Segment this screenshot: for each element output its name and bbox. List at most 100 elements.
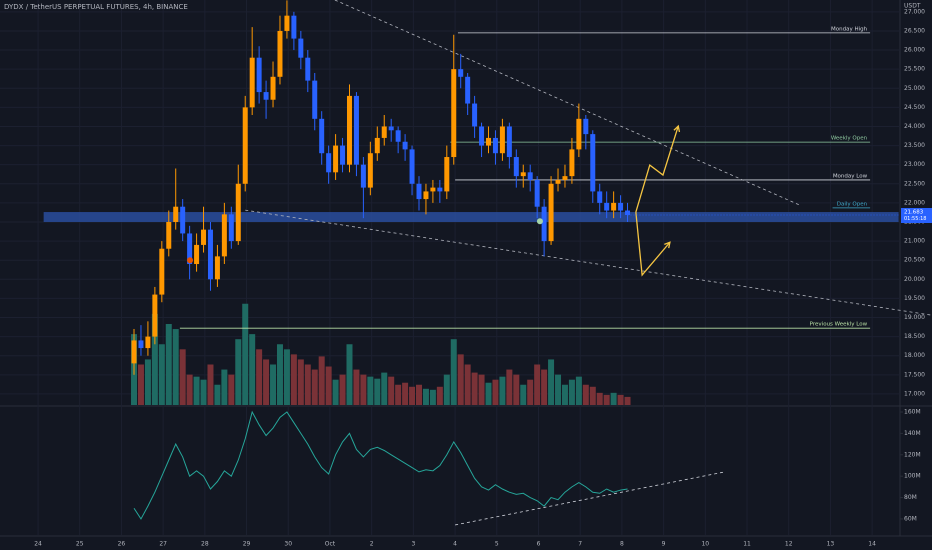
candle-body	[326, 153, 332, 173]
candle-body	[131, 340, 137, 364]
x-tick-label: 11	[743, 541, 751, 548]
candle-body	[409, 149, 415, 184]
volume-bar	[555, 374, 562, 405]
candle-body	[235, 183, 241, 242]
y-tick-label: 22.000	[904, 199, 925, 206]
x-tick-label: 26	[118, 541, 126, 548]
candle-body	[423, 191, 429, 200]
volume-bar	[617, 394, 624, 405]
trendline	[245, 209, 932, 316]
candle-body	[541, 206, 547, 242]
volume-bar	[249, 334, 256, 405]
volume-bar	[374, 378, 381, 405]
candle-body	[152, 294, 158, 337]
candle-body	[520, 172, 526, 177]
volume-bar	[568, 379, 575, 405]
candle-body	[159, 248, 165, 295]
volume-bar	[520, 384, 527, 405]
volume-bar	[492, 379, 499, 405]
volume-bar	[158, 344, 165, 405]
y-tick-label: 20.500	[904, 257, 925, 264]
volume-bar	[325, 366, 332, 405]
volume-bar	[297, 359, 304, 405]
y-tick-label: 17.000	[904, 390, 925, 397]
volume-bar	[256, 349, 263, 405]
candle-body	[486, 137, 492, 146]
candle-body	[604, 202, 610, 211]
x-tick-label: 27	[159, 541, 167, 548]
candle-body	[263, 92, 269, 100]
volume-bar	[151, 313, 158, 405]
y-tick-label: 18.500	[904, 333, 925, 340]
indicator-tick-label: 160M	[904, 408, 921, 415]
x-tick-label: 3	[411, 541, 415, 548]
volume-bar	[304, 364, 311, 405]
candle-body	[319, 118, 325, 154]
x-tick-label: 5	[495, 541, 499, 548]
volume-bar	[165, 324, 172, 405]
indicator-line	[133, 410, 628, 520]
volume-bar	[179, 349, 186, 405]
candle-body	[374, 137, 380, 154]
volume-bar	[548, 359, 555, 405]
candle-body	[367, 153, 373, 188]
candle-body	[451, 69, 457, 158]
volume-bar	[318, 356, 325, 405]
y-tick-label: 18.000	[904, 352, 925, 359]
volume-bar	[402, 382, 409, 405]
volume-bar	[422, 388, 429, 405]
volume-bar	[471, 372, 478, 405]
y-tick-label: 24.000	[904, 123, 925, 130]
candle-body	[583, 118, 589, 135]
volume-bar	[242, 303, 249, 405]
y-tick-label: 23.500	[904, 142, 925, 149]
y-tick-label: 19.500	[904, 295, 925, 302]
volume-bar	[464, 364, 471, 405]
candle-body	[381, 126, 387, 138]
volume-bar	[485, 382, 492, 405]
volume-bar	[534, 364, 541, 405]
volume-bar	[443, 374, 450, 405]
candle-body	[625, 210, 631, 215]
volume-bar	[263, 359, 270, 405]
candle-body	[430, 187, 436, 192]
indicator-tick-label: 120M	[904, 451, 921, 458]
volume-bar	[360, 374, 367, 405]
volume-bar	[193, 376, 200, 405]
volume-bar	[603, 394, 610, 405]
x-tick-label: 4	[453, 541, 457, 548]
volume-bar	[186, 374, 193, 405]
arrow-head	[664, 241, 671, 249]
volume-bar	[457, 354, 464, 405]
candle-body	[228, 214, 234, 242]
candle-body	[395, 130, 401, 142]
candle-body	[145, 336, 151, 349]
y-tick-label: 17.500	[904, 371, 925, 378]
level-label: Previous Weekly Low	[810, 322, 868, 328]
volume-bar	[450, 339, 457, 405]
volume-bar	[596, 392, 603, 405]
x-tick-label: 6	[537, 541, 541, 548]
volume-bar	[589, 386, 596, 405]
x-tick-label: 9	[662, 541, 666, 548]
x-tick-label: 13	[827, 541, 835, 548]
volume-bar	[506, 369, 513, 405]
indicator-trendline	[455, 471, 725, 526]
candle-body	[166, 221, 172, 249]
candle-body	[597, 191, 603, 203]
candle-body	[270, 76, 276, 100]
candle-body	[312, 80, 318, 119]
currency-label: USDT	[904, 3, 921, 10]
volume-bar	[395, 384, 402, 405]
candle-body	[353, 95, 359, 165]
candle-body	[618, 202, 624, 211]
marker-dot	[536, 218, 543, 225]
candle-body	[569, 149, 575, 177]
candle-body	[201, 229, 207, 245]
candle-body	[527, 172, 533, 180]
candle-body	[590, 134, 596, 192]
marker-dot	[187, 257, 194, 264]
volume-bar	[499, 376, 506, 405]
